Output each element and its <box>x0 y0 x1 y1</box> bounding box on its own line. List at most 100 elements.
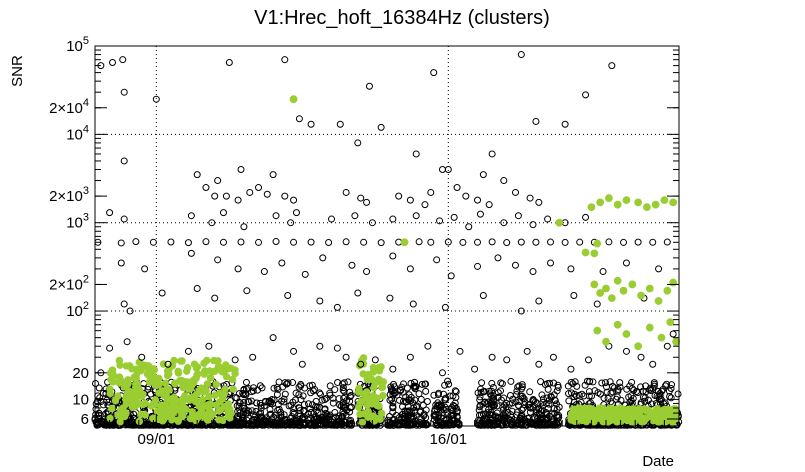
cluster-marker <box>537 407 545 415</box>
cluster-marker <box>491 412 499 420</box>
cluster-marker <box>452 393 460 401</box>
cluster-marker <box>329 399 337 407</box>
cluster-marker-green <box>579 404 588 413</box>
cluster-marker-green <box>370 398 379 407</box>
cluster-marker <box>630 386 638 394</box>
cluster-marker <box>417 407 425 415</box>
data-point <box>284 291 292 299</box>
cluster-marker-green <box>171 380 179 388</box>
cluster-marker-green <box>224 407 232 415</box>
data-point <box>149 238 157 246</box>
data-point <box>444 238 452 246</box>
cluster-marker-green <box>205 415 213 424</box>
cluster-marker <box>238 413 246 421</box>
x-tick-label: 16/01 <box>430 431 468 448</box>
data-point-green <box>555 218 564 227</box>
cluster-marker-green <box>648 409 656 418</box>
cluster-marker <box>581 381 589 389</box>
data-point <box>290 196 298 204</box>
cluster-marker <box>308 401 316 409</box>
cluster-marker-green <box>206 374 215 382</box>
cluster-marker <box>549 418 557 426</box>
cluster-marker <box>533 421 541 429</box>
cluster-marker <box>395 420 403 428</box>
cluster-marker <box>658 387 666 395</box>
cluster-marker <box>289 408 297 416</box>
data-point-green <box>651 200 660 209</box>
cluster-marker-green <box>178 411 186 419</box>
cluster-marker <box>533 406 541 414</box>
data-point-green <box>645 284 654 293</box>
data-point <box>567 265 575 273</box>
cluster-marker-green <box>216 389 224 397</box>
cluster-marker <box>586 377 594 385</box>
data-point <box>532 238 540 246</box>
cluster-marker <box>240 386 248 394</box>
cluster-marker <box>431 407 439 415</box>
cluster-marker <box>142 421 150 429</box>
cluster-marker <box>389 404 397 412</box>
cluster-marker <box>447 411 455 419</box>
data-point <box>281 192 289 200</box>
cluster-marker <box>248 407 256 415</box>
cluster-marker-green <box>155 415 163 424</box>
data-point <box>622 259 630 267</box>
cluster-marker <box>601 379 609 387</box>
cluster-marker <box>500 394 508 402</box>
cluster-marker <box>103 396 111 404</box>
cluster-marker <box>281 390 289 398</box>
data-point <box>514 212 522 220</box>
cluster-marker-green <box>610 407 619 416</box>
data-point-green <box>602 337 610 346</box>
cluster-marker <box>499 406 507 414</box>
cluster-marker <box>537 378 545 386</box>
cluster-marker-green <box>161 379 170 387</box>
cluster-marker <box>258 384 266 392</box>
data-point <box>351 212 359 220</box>
data-point <box>240 223 248 231</box>
cluster-marker <box>654 387 662 395</box>
cluster-marker <box>550 420 558 428</box>
data-point-green <box>637 291 645 300</box>
cluster-marker <box>423 398 431 406</box>
cluster-marker <box>602 383 610 391</box>
y-axis-label: SNR <box>9 55 26 87</box>
data-point <box>450 213 458 221</box>
cluster-marker <box>257 402 265 410</box>
data-point <box>663 342 671 350</box>
cluster-marker <box>240 399 248 407</box>
cluster-marker <box>398 383 406 391</box>
cluster-marker-green <box>114 392 122 400</box>
data-point-green <box>593 239 602 248</box>
data-point-green <box>660 196 669 205</box>
cluster-marker <box>554 383 562 391</box>
y-tick-label: 20 <box>72 365 89 382</box>
cluster-marker <box>451 387 459 395</box>
cluster-marker-green <box>146 372 154 381</box>
cluster-marker <box>235 398 243 406</box>
cluster-marker <box>340 379 348 387</box>
data-point <box>184 347 192 355</box>
data-point <box>255 238 263 246</box>
cluster-marker <box>442 405 450 413</box>
cluster-marker-green <box>183 363 192 372</box>
data-points <box>94 51 680 377</box>
cluster-marker <box>551 396 559 404</box>
cluster-marker <box>515 382 523 390</box>
data-point <box>567 365 575 373</box>
data-point <box>342 353 350 361</box>
cluster-marker <box>512 420 520 428</box>
cluster-marker-green <box>356 410 364 418</box>
data-point <box>474 238 482 246</box>
cluster-marker <box>526 388 534 396</box>
cluster-marker <box>297 421 305 429</box>
cluster-marker <box>483 400 491 408</box>
cluster-marker <box>617 396 625 404</box>
cluster-marker <box>524 414 532 422</box>
data-point <box>386 294 394 302</box>
cluster-marker <box>256 382 264 390</box>
cluster-marker <box>334 378 342 386</box>
data-point <box>503 239 511 247</box>
cluster-marker <box>481 398 489 406</box>
